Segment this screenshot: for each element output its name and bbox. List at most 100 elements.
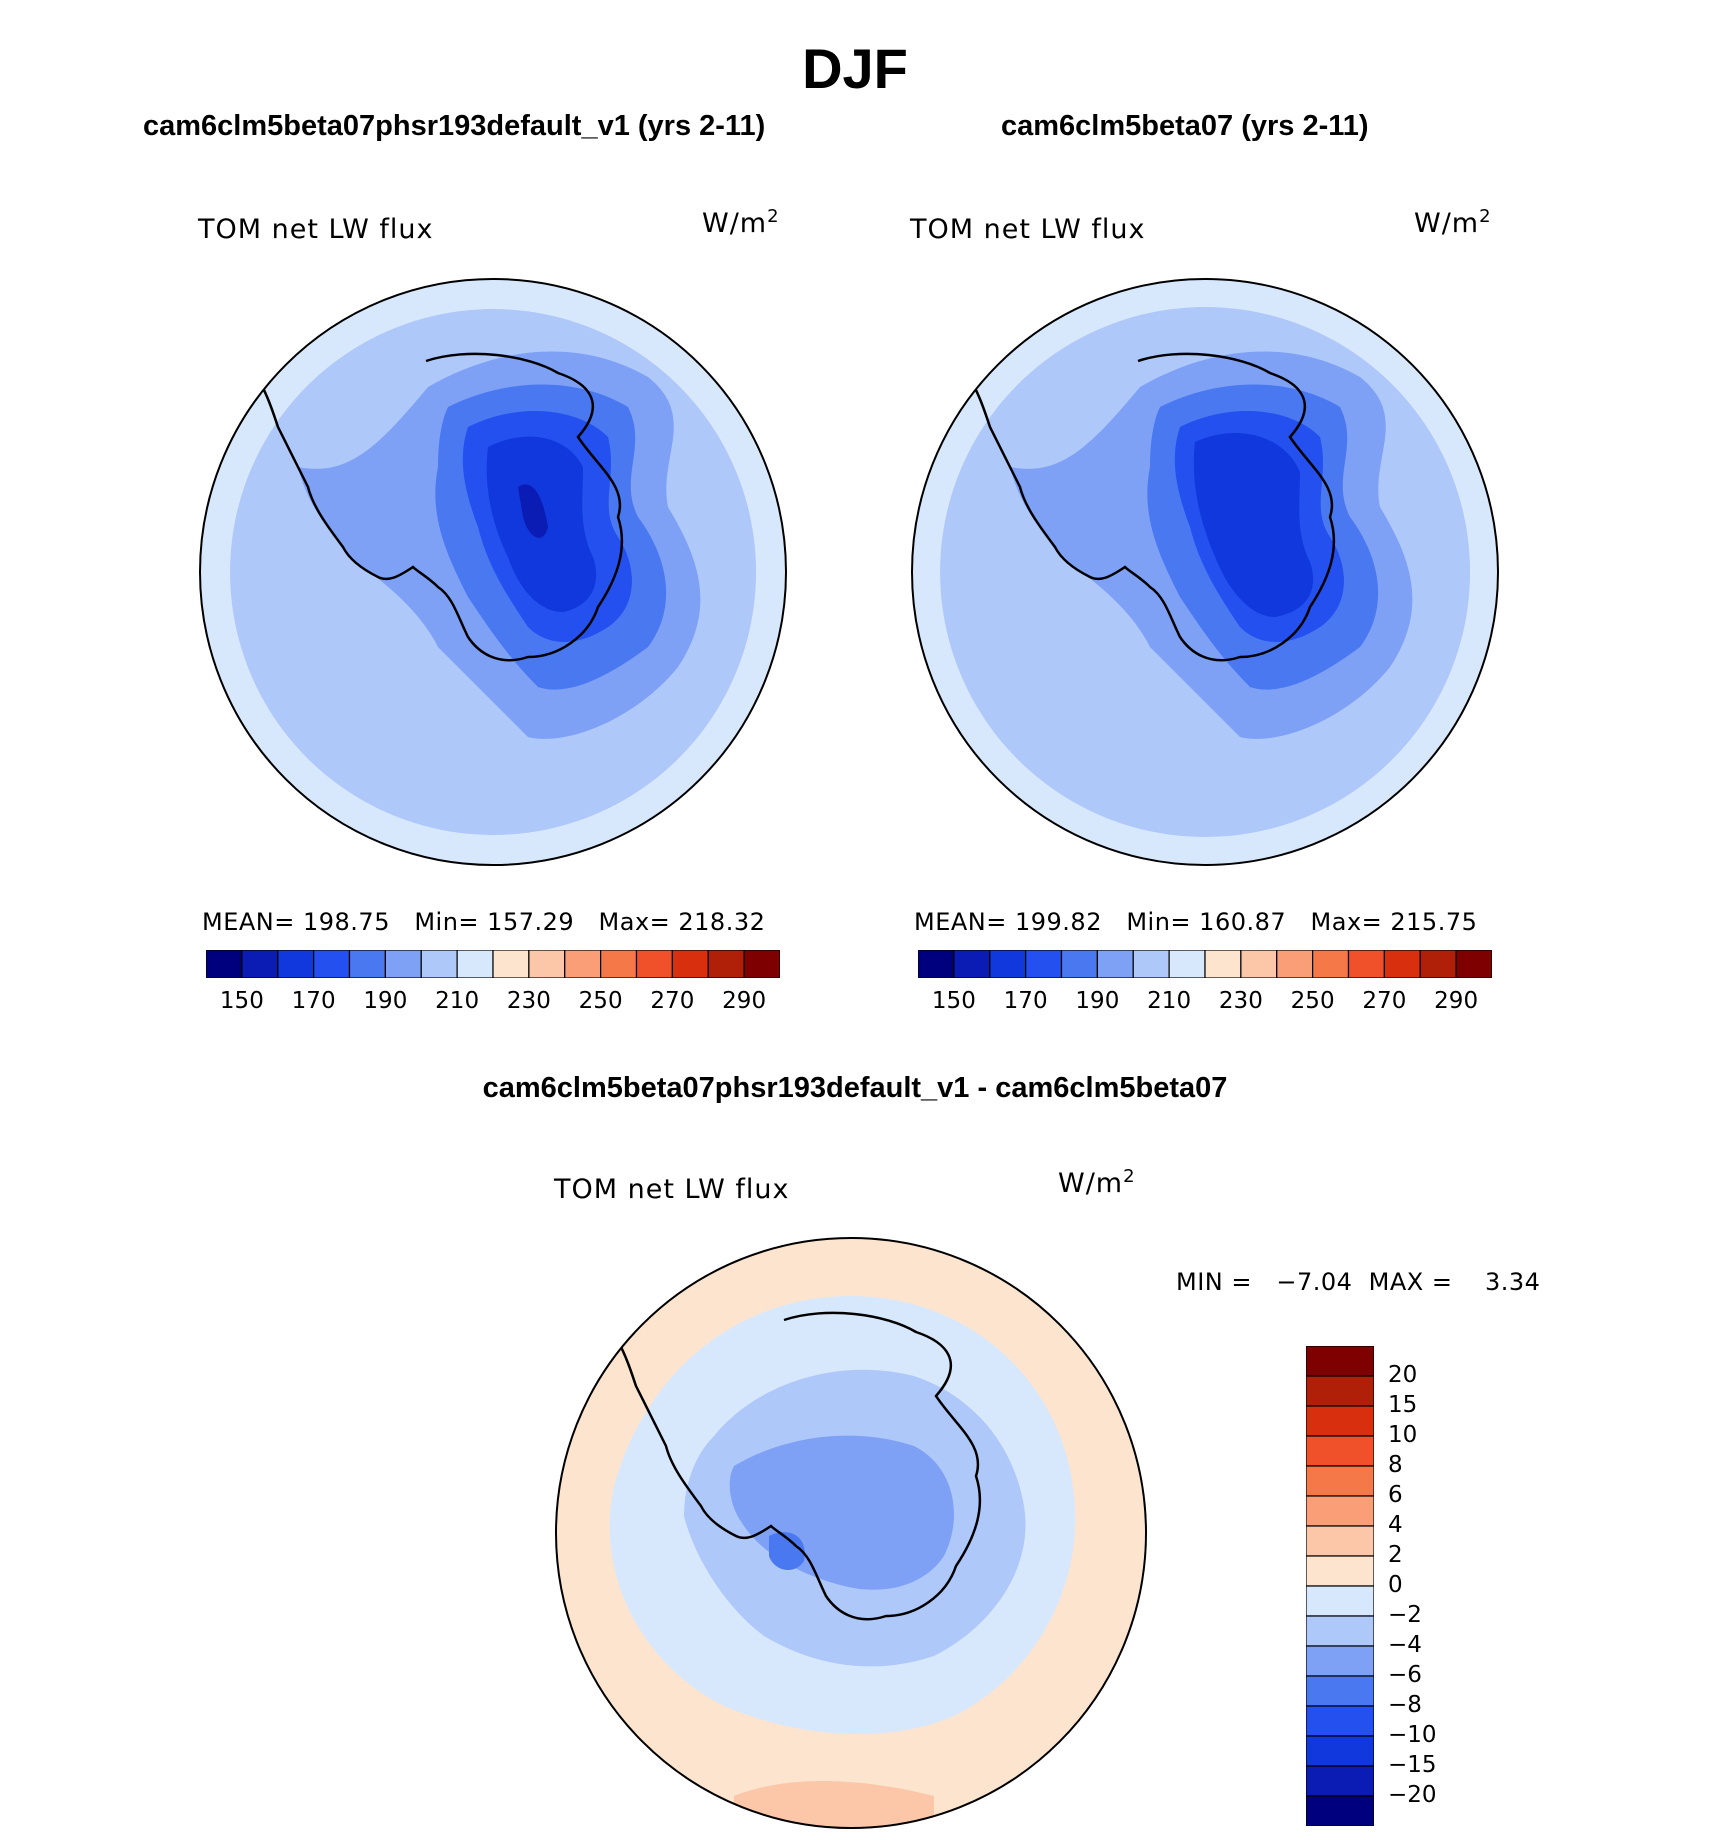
right-colorbar-tick-label: 250 (1290, 988, 1335, 1014)
right-colorbar-box (1096, 950, 1134, 978)
diff-colorbar-box (1306, 1735, 1374, 1767)
right-stats: MEAN= 199.82 Min= 160.87 Max= 215.75 (914, 908, 1478, 936)
diff-colorbar-tick-label: 8 (1388, 1452, 1403, 1478)
diff-colorbar-box (1306, 1615, 1374, 1647)
right-colorbar-tick-label: 170 (1003, 988, 1048, 1014)
left-colorbar-box (456, 950, 494, 978)
left-colorbar-tick-label: 190 (363, 988, 408, 1014)
right-colorbar-box (1060, 950, 1098, 978)
left-colorbar-box (277, 950, 315, 978)
left-colorbar-box (707, 950, 745, 978)
diff-positive-patch-2 (734, 1781, 934, 1828)
diff-colorbar (1306, 1346, 1374, 1826)
left-variable-label: TOM net LW flux (198, 214, 434, 245)
right-colorbar-tick-label: 210 (1147, 988, 1192, 1014)
right-colorbar-tick-label: 190 (1075, 988, 1120, 1014)
left-colorbar-box (348, 950, 386, 978)
diff-colorbar-box (1306, 1346, 1374, 1377)
right-colorbar-box (918, 950, 955, 978)
diff-colorbar-tick-label: −2 (1388, 1602, 1422, 1628)
diff-colorbar-box (1306, 1795, 1374, 1826)
diff-colorbar-box (1306, 1705, 1374, 1737)
diff-coastline (610, 1310, 982, 1621)
left-colorbar-box (492, 950, 530, 978)
left-panel-title: cam6clm5beta07phsr193default_v1 (yrs 2-1… (143, 110, 766, 142)
right-colorbar-box (1204, 950, 1242, 978)
left-colorbar-tick-label: 210 (435, 988, 480, 1014)
diff-colorbar-tick-label: −4 (1388, 1632, 1422, 1658)
left-colorbar-tick-label: 290 (722, 988, 767, 1014)
right-colorbar-box (1168, 950, 1206, 978)
left-colorbar-tick-label: 270 (650, 988, 695, 1014)
left-colorbar-tick-label: 230 (506, 988, 551, 1014)
diff-negative-zone-4 (769, 1532, 805, 1571)
left-polar-map (198, 277, 788, 867)
diff-colorbar-box (1306, 1375, 1374, 1407)
diff-colorbar-tick-label: −10 (1388, 1722, 1437, 1748)
left-colorbar-box (420, 950, 458, 978)
diff-colorbar-tick-label: −8 (1388, 1692, 1422, 1718)
left-stats: MEAN= 198.75 Min= 157.29 Max= 218.32 (202, 908, 766, 936)
diff-panel-title: cam6clm5beta07phsr193default_v1 - cam6cl… (482, 1072, 1228, 1104)
left-colorbar-box (600, 950, 638, 978)
diff-colorbar-tick-label: −20 (1388, 1782, 1437, 1808)
diff-units-label: W/m2 (1058, 1166, 1136, 1199)
left-units-label: W/m2 (702, 206, 780, 239)
left-colorbar-box (635, 950, 673, 978)
right-colorbar-tick-label: 270 (1362, 988, 1407, 1014)
figure-season-title: DJF (802, 37, 908, 100)
diff-colorbar-box (1306, 1465, 1374, 1497)
left-colorbar-ticks: 150 170 190 210 230 250 270 290 (206, 988, 780, 1018)
right-colorbar-ticks: 150 170 190 210 230 250 270 290 (918, 988, 1492, 1018)
right-colorbar-box (1347, 950, 1385, 978)
right-colorbar-box (1276, 950, 1314, 978)
diff-colorbar-ticks: 20 15 10 8 6 4 2 0 −2 −4 −6 −8 −10 −15 −20 (1388, 1346, 1478, 1826)
diff-colorbar-box (1306, 1495, 1374, 1527)
diff-colorbar-box (1306, 1435, 1374, 1467)
left-colorbar-box (206, 950, 243, 978)
diff-colorbar-tick-label: −6 (1388, 1662, 1422, 1688)
diff-colorbar-tick-label: 4 (1388, 1512, 1403, 1538)
diff-colorbar-box (1306, 1585, 1374, 1617)
right-units-label: W/m2 (1414, 206, 1492, 239)
left-colorbar-box (743, 950, 780, 978)
right-colorbar-box (1240, 950, 1278, 978)
right-colorbar-box (989, 950, 1027, 978)
diff-colorbar-tick-label: −15 (1388, 1752, 1437, 1778)
diff-colorbar-box (1306, 1555, 1374, 1587)
diff-colorbar-tick-label: 20 (1388, 1362, 1418, 1388)
right-colorbar-box (1455, 950, 1492, 978)
right-map-border (911, 278, 1499, 866)
diff-stats: MIN = −7.04 MAX = 3.34 (1176, 1268, 1541, 1296)
right-colorbar (918, 950, 1492, 978)
diff-map-border (555, 1237, 1147, 1829)
right-colorbar-box (1132, 950, 1170, 978)
diff-colorbar-tick-label: 0 (1388, 1572, 1403, 1598)
diff-colorbar-tick-label: 10 (1388, 1422, 1418, 1448)
left-colorbar-box (564, 950, 602, 978)
diff-colorbar-tick-label: 6 (1388, 1482, 1403, 1508)
diff-colorbar-box (1306, 1765, 1374, 1797)
left-colorbar-box (241, 950, 279, 978)
left-colorbar-tick-label: 170 (291, 988, 336, 1014)
right-colorbar-tick-label: 150 (931, 988, 976, 1014)
right-coastline (964, 351, 1336, 662)
diff-colorbar-box (1306, 1645, 1374, 1677)
left-ant-level-5 (518, 484, 548, 538)
diff-colorbar-tick-label: 15 (1388, 1392, 1418, 1418)
diff-variable-label: TOM net LW flux (554, 1174, 790, 1205)
left-colorbar-box (384, 950, 422, 978)
left-map-border (199, 278, 787, 866)
diff-colorbar-box (1306, 1675, 1374, 1707)
right-colorbar-box (1312, 950, 1350, 978)
right-panel-title: cam6clm5beta07 (yrs 2-11) (1001, 110, 1369, 142)
left-coastline (252, 351, 624, 662)
left-colorbar (206, 950, 780, 978)
left-colorbar-tick-label: 150 (219, 988, 264, 1014)
left-colorbar-box (528, 950, 566, 978)
diff-colorbar-box (1306, 1525, 1374, 1557)
right-colorbar-tick-label: 290 (1434, 988, 1479, 1014)
left-colorbar-tick-label: 250 (578, 988, 623, 1014)
right-colorbar-box (1383, 950, 1421, 978)
diff-polar-map (554, 1236, 1148, 1830)
